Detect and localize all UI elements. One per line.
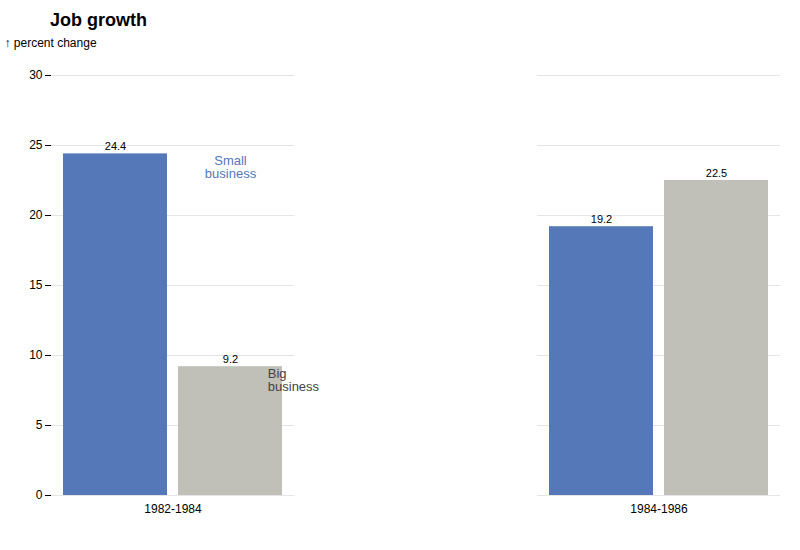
svg-text:15: 15 xyxy=(29,278,43,292)
svg-text:1984-1986: 1984-1986 xyxy=(630,502,688,516)
svg-text:19.2: 19.2 xyxy=(591,213,612,225)
svg-text:1982-1984: 1982-1984 xyxy=(144,502,202,516)
svg-text:30: 30 xyxy=(29,68,43,82)
svg-text:Bigbusiness: Bigbusiness xyxy=(268,366,320,394)
svg-text:20: 20 xyxy=(29,208,43,222)
svg-text:5: 5 xyxy=(36,418,43,432)
svg-text:10: 10 xyxy=(29,348,43,362)
svg-text:22.5: 22.5 xyxy=(706,167,727,179)
svg-text:0: 0 xyxy=(36,488,43,502)
svg-text:25: 25 xyxy=(29,138,43,152)
svg-text:Smallbusiness: Smallbusiness xyxy=(205,153,257,181)
svg-text:24.4: 24.4 xyxy=(105,140,126,152)
svg-text:↑ percent change: ↑ percent change xyxy=(5,36,97,50)
html-text:Job growth: Job growth xyxy=(50,10,147,30)
svg-text:9.2: 9.2 xyxy=(223,353,238,365)
